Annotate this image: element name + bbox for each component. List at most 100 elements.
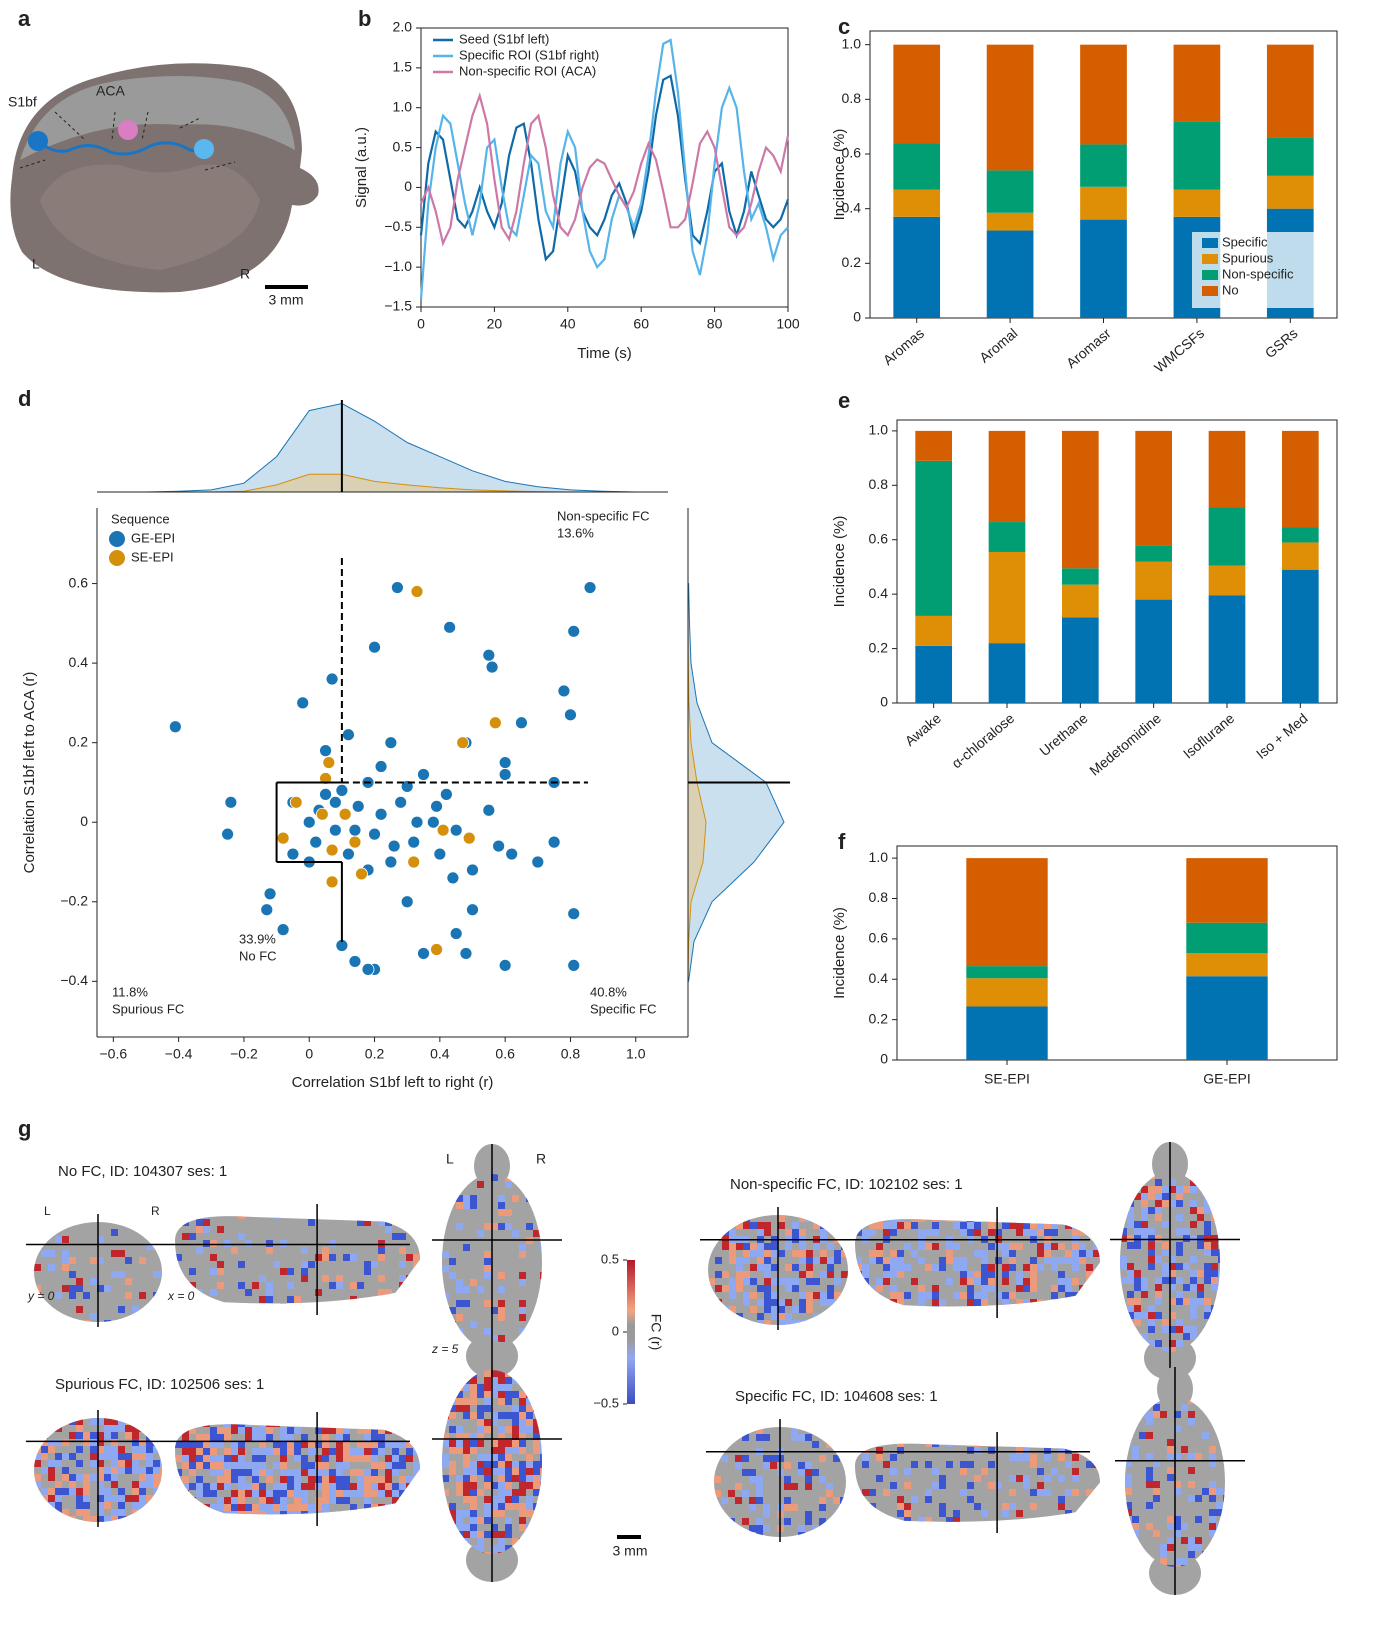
fc-voxel <box>1181 1537 1188 1544</box>
fc-voxel <box>1216 1509 1223 1516</box>
fc-voxel <box>252 1511 259 1515</box>
fc-voxel <box>34 1264 41 1271</box>
fc-voxel <box>519 1314 526 1321</box>
fc-voxel <box>533 1461 540 1468</box>
fc-voxel <box>1169 1200 1176 1207</box>
fc-voxel <box>1120 1235 1127 1242</box>
fc-voxel <box>869 1517 876 1522</box>
fc-voxel <box>34 1495 41 1502</box>
fc-voxel <box>855 1299 862 1306</box>
x-tick-label: Aromasr <box>1063 325 1114 371</box>
fc-voxel <box>995 1229 1002 1236</box>
fc-voxel <box>498 1510 505 1517</box>
fc-voxel <box>1209 1523 1216 1530</box>
fc-voxel <box>153 1495 160 1502</box>
fc-voxel <box>238 1469 245 1476</box>
fc-voxel <box>399 1275 406 1282</box>
colorbar-title: FC (r) <box>648 1314 664 1351</box>
fc-voxel <box>463 1440 470 1447</box>
fc-voxel <box>1030 1264 1037 1271</box>
fc-voxel <box>315 1476 322 1483</box>
fc-voxel <box>329 1424 336 1427</box>
fc-voxel <box>378 1504 385 1511</box>
fc-voxel <box>55 1236 62 1243</box>
fc-voxel <box>519 1244 526 1251</box>
fc-voxel <box>540 1517 542 1524</box>
fc-voxel <box>869 1285 876 1292</box>
fc-voxel <box>1176 1298 1183 1305</box>
fc-voxel <box>442 1503 449 1510</box>
fc-voxel <box>820 1271 827 1278</box>
fc-voxel <box>371 1462 378 1469</box>
annotation: 13.6% <box>557 525 594 540</box>
fc-voxel <box>841 1320 848 1325</box>
fc-voxel <box>442 1510 449 1517</box>
map-title: Spurious FC, ID: 102506 ses: 1 <box>55 1376 264 1393</box>
fc-voxel <box>1174 1481 1181 1488</box>
fc-voxel <box>477 1286 484 1293</box>
fc-voxel <box>132 1439 139 1446</box>
fc-voxel <box>252 1504 259 1511</box>
fc-voxel <box>714 1525 721 1532</box>
y-tick-label: −0.5 <box>384 218 412 234</box>
brain-illustration <box>10 63 319 293</box>
fc-voxel <box>294 1427 301 1434</box>
fc-voxel <box>540 1468 542 1475</box>
fc-voxel <box>139 1467 146 1474</box>
fc-voxel <box>953 1219 960 1222</box>
fc-voxel <box>456 1552 463 1554</box>
fc-voxel <box>519 1433 526 1440</box>
fc-voxel <box>392 1448 399 1455</box>
fc-voxel <box>139 1222 146 1229</box>
fc-voxel <box>1044 1229 1051 1236</box>
fc-voxel <box>294 1511 301 1515</box>
fc-voxel <box>392 1490 399 1497</box>
fc-voxel <box>1125 1523 1132 1530</box>
fc-voxel <box>231 1247 238 1254</box>
fc-voxel <box>904 1468 911 1475</box>
fc-voxel <box>526 1419 533 1426</box>
fc-voxel <box>1174 1488 1181 1495</box>
fc-voxel <box>833 1511 840 1518</box>
fc-voxel <box>350 1490 357 1497</box>
fc-voxel <box>1120 1340 1127 1347</box>
fc-voxel <box>484 1391 491 1398</box>
fc-voxel <box>484 1496 491 1503</box>
fc-voxel <box>34 1453 41 1460</box>
fc-voxel <box>918 1257 925 1264</box>
fc-voxel <box>519 1300 526 1307</box>
fc-voxel <box>266 1497 273 1504</box>
fc-voxel <box>813 1243 820 1250</box>
fc-voxel <box>273 1261 280 1268</box>
bar-segment <box>1186 953 1268 977</box>
fc-voxel <box>1169 1298 1176 1305</box>
fc-voxel <box>392 1427 399 1434</box>
point <box>276 831 290 845</box>
fc-voxel <box>273 1441 280 1448</box>
fc-voxel <box>118 1306 125 1313</box>
fc-voxel <box>76 1474 83 1481</box>
x-tick-label: WMCSFs <box>1151 325 1207 376</box>
fc-voxel <box>736 1278 743 1285</box>
fc-voxel <box>764 1222 771 1229</box>
fc-voxel <box>519 1307 526 1314</box>
fc-voxel <box>62 1236 69 1243</box>
fc-voxel <box>1211 1214 1218 1221</box>
fc-voxel <box>252 1462 259 1469</box>
fc-voxel <box>456 1517 463 1524</box>
fc-voxel <box>946 1250 953 1257</box>
fc-voxel <box>210 1268 217 1275</box>
fc-voxel <box>1044 1447 1051 1454</box>
fc-voxel <box>1002 1271 1009 1278</box>
fc-voxel <box>442 1405 449 1412</box>
fc-voxel <box>470 1391 477 1398</box>
fc-voxel <box>238 1233 245 1240</box>
fc-voxel <box>48 1474 55 1481</box>
fc-voxel <box>90 1257 97 1264</box>
fc-voxel <box>294 1303 301 1304</box>
fc-voxel <box>76 1495 83 1502</box>
fc-voxel <box>378 1441 385 1448</box>
fc-voxel <box>512 1377 519 1384</box>
fc-voxel <box>1086 1271 1093 1278</box>
y-tick-label: 0.4 <box>869 970 889 986</box>
